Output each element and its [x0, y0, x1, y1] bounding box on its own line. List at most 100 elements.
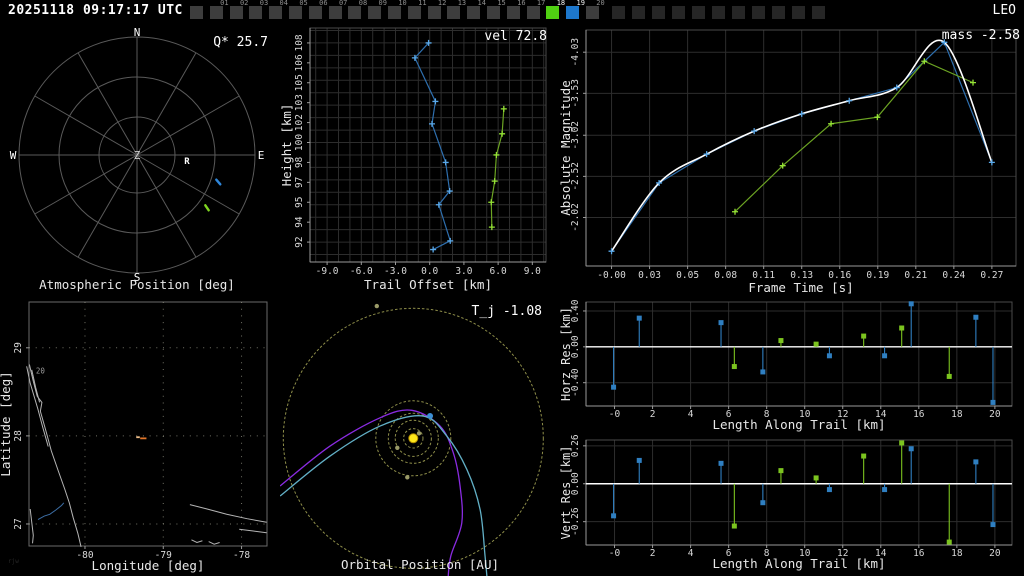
frame-cell-11[interactable]: 11 — [407, 0, 428, 20]
frame-cell-14[interactable]: 14 — [467, 0, 487, 20]
planet-orbit — [394, 419, 432, 457]
frame-square[interactable] — [190, 6, 203, 19]
frame-square[interactable] — [407, 6, 421, 19]
frame-square[interactable] — [269, 6, 283, 19]
x-tick-label: -78 — [233, 550, 250, 561]
frame-square[interactable] — [812, 6, 825, 19]
frame-square[interactable] — [467, 6, 481, 19]
plot-border — [585, 29, 1017, 267]
frame-square[interactable] — [632, 6, 645, 19]
y-tick-label: 28 — [13, 430, 24, 442]
frame-cell-17[interactable]: 17 — [526, 0, 547, 20]
compass-west-label: W — [10, 149, 17, 162]
planet-dot — [416, 431, 422, 436]
y-tick-label: 102 — [294, 114, 305, 131]
frame-cell-08[interactable]: 08 — [348, 0, 368, 20]
frame-square[interactable] — [692, 6, 705, 19]
frame-square[interactable] — [506, 6, 520, 19]
data-series-line — [734, 60, 974, 213]
frame-square[interactable] — [328, 6, 342, 19]
data-point-marker — [751, 128, 758, 135]
residual-point — [636, 315, 642, 321]
frame-cell-20[interactable]: 20 — [585, 0, 606, 20]
frame-square[interactable] — [209, 6, 223, 19]
y-tick-label: 94 — [294, 216, 305, 228]
frame-cell-13[interactable]: 13 — [447, 0, 467, 20]
frame-cell-07[interactable]: 07 — [328, 0, 349, 20]
frame-square[interactable] — [526, 6, 540, 19]
frame-cell-lead[interactable] — [190, 0, 210, 20]
frame-cell-16[interactable]: 16 — [506, 0, 527, 20]
planet-dot — [395, 445, 400, 450]
earth-dot — [427, 413, 434, 420]
frame-cell-03[interactable]: 03 — [249, 0, 269, 20]
frame-cell-blank[interactable] — [732, 0, 752, 20]
panel-title: Atmospheric Position [deg] — [39, 277, 235, 292]
frame-cell-19[interactable]: 19 — [566, 0, 586, 20]
frame-cell-blank[interactable] — [792, 0, 812, 20]
frame-square[interactable] — [585, 6, 599, 19]
frame-cell-09[interactable]: 09 — [368, 0, 388, 20]
frame-cell-blank[interactable] — [652, 0, 672, 20]
residual-point — [718, 460, 724, 466]
data-point-marker — [500, 105, 507, 112]
frame-square[interactable] — [546, 6, 560, 19]
x-tick-label: 20 — [989, 409, 1001, 420]
frame-cell-blank[interactable] — [692, 0, 712, 20]
frame-square[interactable] — [486, 6, 500, 19]
frame-cell-blank[interactable] — [712, 0, 732, 20]
planet-orbit — [375, 400, 452, 477]
frame-cell-02[interactable]: 02 — [229, 0, 250, 20]
residual-point — [990, 522, 996, 528]
plot-border — [585, 439, 1013, 546]
frame-cell-05[interactable]: 05 — [288, 0, 309, 20]
frame-square[interactable] — [368, 6, 382, 19]
coastline — [208, 541, 220, 545]
data-point-marker — [656, 179, 663, 186]
frame-square[interactable] — [652, 6, 665, 19]
frame-cell-blank[interactable] — [772, 0, 792, 20]
frame-square[interactable] — [387, 6, 401, 19]
frame-square[interactable] — [612, 6, 625, 19]
frame-cell-06[interactable]: 06 — [308, 0, 329, 20]
frame-square[interactable] — [447, 6, 461, 19]
frame-cell-18[interactable]: 18 — [546, 0, 566, 20]
frame-cell-blank[interactable] — [672, 0, 692, 20]
frame-cell-blank[interactable] — [612, 0, 632, 20]
frame-square[interactable] — [792, 6, 805, 19]
azimuth-spoke — [136, 154, 240, 215]
frame-square[interactable] — [348, 6, 362, 19]
frame-cell-15[interactable]: 15 — [486, 0, 507, 20]
frame-square[interactable] — [732, 6, 745, 19]
y-tick-label: 108 — [294, 34, 305, 51]
frame-cell-blank[interactable] — [812, 0, 832, 20]
frame-square[interactable] — [308, 6, 322, 19]
residual-point — [973, 459, 979, 465]
frame-cell-blank[interactable] — [752, 0, 772, 20]
frame-cell-12[interactable]: 12 — [427, 0, 448, 20]
frame-square[interactable] — [752, 6, 765, 19]
y-tick-label: 0.26 — [570, 434, 581, 457]
x-tick-label: 14 — [875, 548, 887, 559]
data-point-marker — [798, 110, 805, 117]
frame-square[interactable] — [772, 6, 785, 19]
frame-cell-10[interactable]: 10 — [387, 0, 408, 20]
data-point-marker — [488, 199, 495, 206]
y-tick-label: -3.53 — [570, 79, 581, 108]
frame-square[interactable] — [712, 6, 725, 19]
x-tick-label: 10 — [799, 548, 811, 559]
frame-cell-blank[interactable] — [632, 0, 652, 20]
frame-cell-01[interactable]: 01 — [209, 0, 230, 20]
frame-square[interactable] — [566, 6, 580, 19]
frame-cell-04[interactable]: 04 — [269, 0, 289, 20]
frame-square[interactable] — [229, 6, 243, 19]
frame-square[interactable] — [672, 6, 685, 19]
frame-square[interactable] — [427, 6, 441, 19]
water-line — [37, 502, 65, 521]
data-point-marker — [499, 130, 506, 137]
frame-square[interactable] — [288, 6, 302, 19]
residual-point — [946, 539, 952, 545]
frame-square[interactable] — [249, 6, 263, 19]
timestamp: 20251118 09:17:17 UTC — [8, 3, 183, 18]
frame-strip-trailing — [612, 0, 832, 20]
